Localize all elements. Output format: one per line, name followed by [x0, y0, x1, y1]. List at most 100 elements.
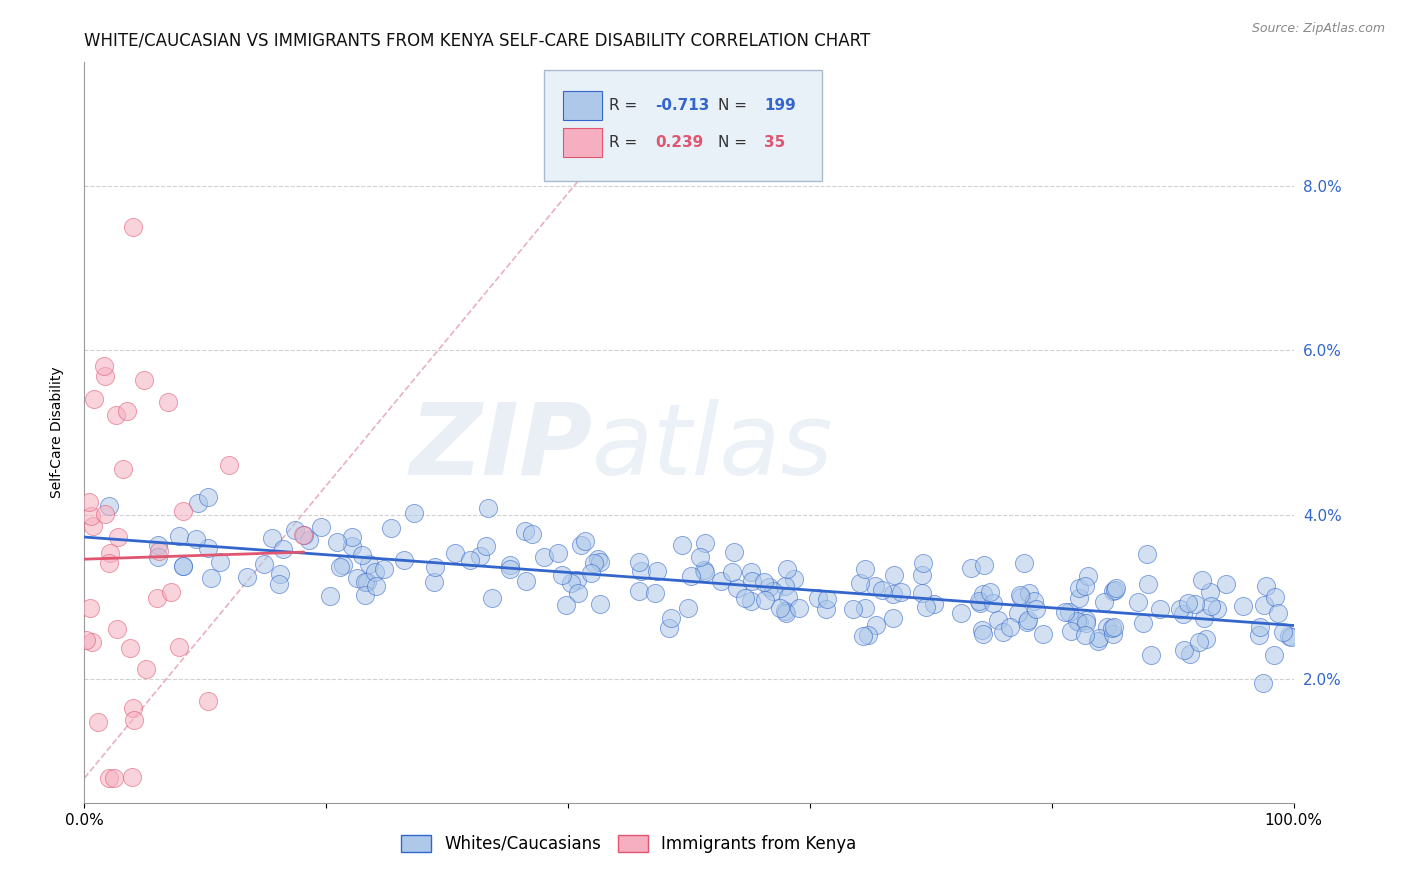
Point [79, 494, 101, 508]
Point [236, 570, 259, 584]
Point [359, 557, 381, 571]
Point [105, 622, 128, 636]
Text: ZIP: ZIP [409, 399, 592, 496]
Point [758, 581, 780, 595]
Text: N =: N = [718, 135, 752, 150]
Point [121, 219, 143, 234]
Legend: Whites/Caucasians, Immigrants from Kenya: Whites/Caucasians, Immigrants from Kenya [392, 826, 865, 861]
Point [121, 770, 143, 784]
Point [1074, 613, 1097, 627]
Point [1069, 615, 1091, 629]
Point [148, 538, 170, 552]
Point [1010, 591, 1032, 605]
Point [912, 556, 935, 570]
Point [659, 611, 682, 625]
Point [778, 590, 800, 604]
Point [853, 600, 876, 615]
Point [1199, 585, 1222, 599]
Point [1168, 601, 1191, 615]
Point [346, 571, 368, 585]
Point [723, 545, 745, 559]
Point [1095, 620, 1118, 634]
Point [94, 369, 117, 384]
Point [815, 602, 838, 616]
Point [588, 551, 610, 566]
Text: R =: R = [609, 98, 643, 113]
Point [571, 538, 593, 552]
Point [671, 538, 693, 552]
Point [911, 567, 934, 582]
Point [841, 602, 863, 616]
Point [118, 640, 141, 655]
Point [515, 574, 537, 589]
Point [676, 600, 699, 615]
Point [567, 585, 589, 599]
Point [1271, 625, 1294, 640]
Point [98, 546, 121, 560]
Point [775, 579, 797, 593]
Point [567, 573, 589, 587]
Point [80, 634, 103, 648]
Point [172, 558, 194, 573]
Point [352, 548, 374, 562]
Point [364, 566, 387, 580]
Point [870, 582, 893, 597]
Point [97, 771, 120, 785]
Point [782, 573, 804, 587]
Point [740, 565, 762, 579]
Point [444, 546, 467, 560]
Point [579, 566, 602, 580]
Point [852, 629, 875, 643]
Point [776, 562, 799, 576]
Point [1101, 626, 1123, 640]
Point [628, 555, 651, 569]
Point [1126, 595, 1149, 609]
Point [1136, 547, 1159, 561]
Point [775, 606, 797, 620]
Point [1018, 586, 1040, 600]
Point [1192, 611, 1215, 625]
Point [789, 600, 811, 615]
Point [987, 613, 1010, 627]
Point [172, 558, 194, 573]
Point [1140, 648, 1163, 662]
Point [284, 523, 307, 537]
Point [1017, 613, 1039, 627]
Point [1073, 628, 1095, 642]
Text: N =: N = [718, 98, 752, 113]
Point [79, 508, 101, 523]
Text: 35: 35 [763, 135, 785, 150]
Point [915, 599, 938, 614]
Point [768, 600, 790, 615]
Point [513, 524, 536, 538]
Point [1067, 591, 1090, 606]
Point [135, 662, 157, 676]
Point [209, 555, 232, 569]
Point [187, 496, 209, 510]
Point [148, 550, 170, 565]
Point [882, 586, 904, 600]
Point [960, 561, 983, 575]
Point [740, 594, 762, 608]
Point [392, 553, 415, 567]
Point [1215, 577, 1237, 591]
Point [326, 535, 349, 549]
Point [710, 574, 733, 588]
Point [752, 574, 775, 589]
Point [262, 531, 284, 545]
Point [104, 409, 127, 423]
Point [197, 694, 219, 708]
Point [1105, 581, 1128, 595]
Point [157, 394, 180, 409]
Point [1076, 615, 1098, 630]
Point [969, 596, 991, 610]
Point [721, 566, 744, 580]
Point [354, 588, 377, 602]
Text: WHITE/CAUCASIAN VS IMMIGRANTS FROM KENYA SELF-CARE DISABILITY CORRELATION CHART: WHITE/CAUCASIAN VS IMMIGRANTS FROM KENYA… [84, 32, 870, 50]
Point [112, 462, 135, 476]
Point [269, 566, 291, 581]
Point [1025, 601, 1047, 615]
Point [979, 585, 1001, 599]
Point [853, 562, 876, 576]
Point [1101, 583, 1123, 598]
